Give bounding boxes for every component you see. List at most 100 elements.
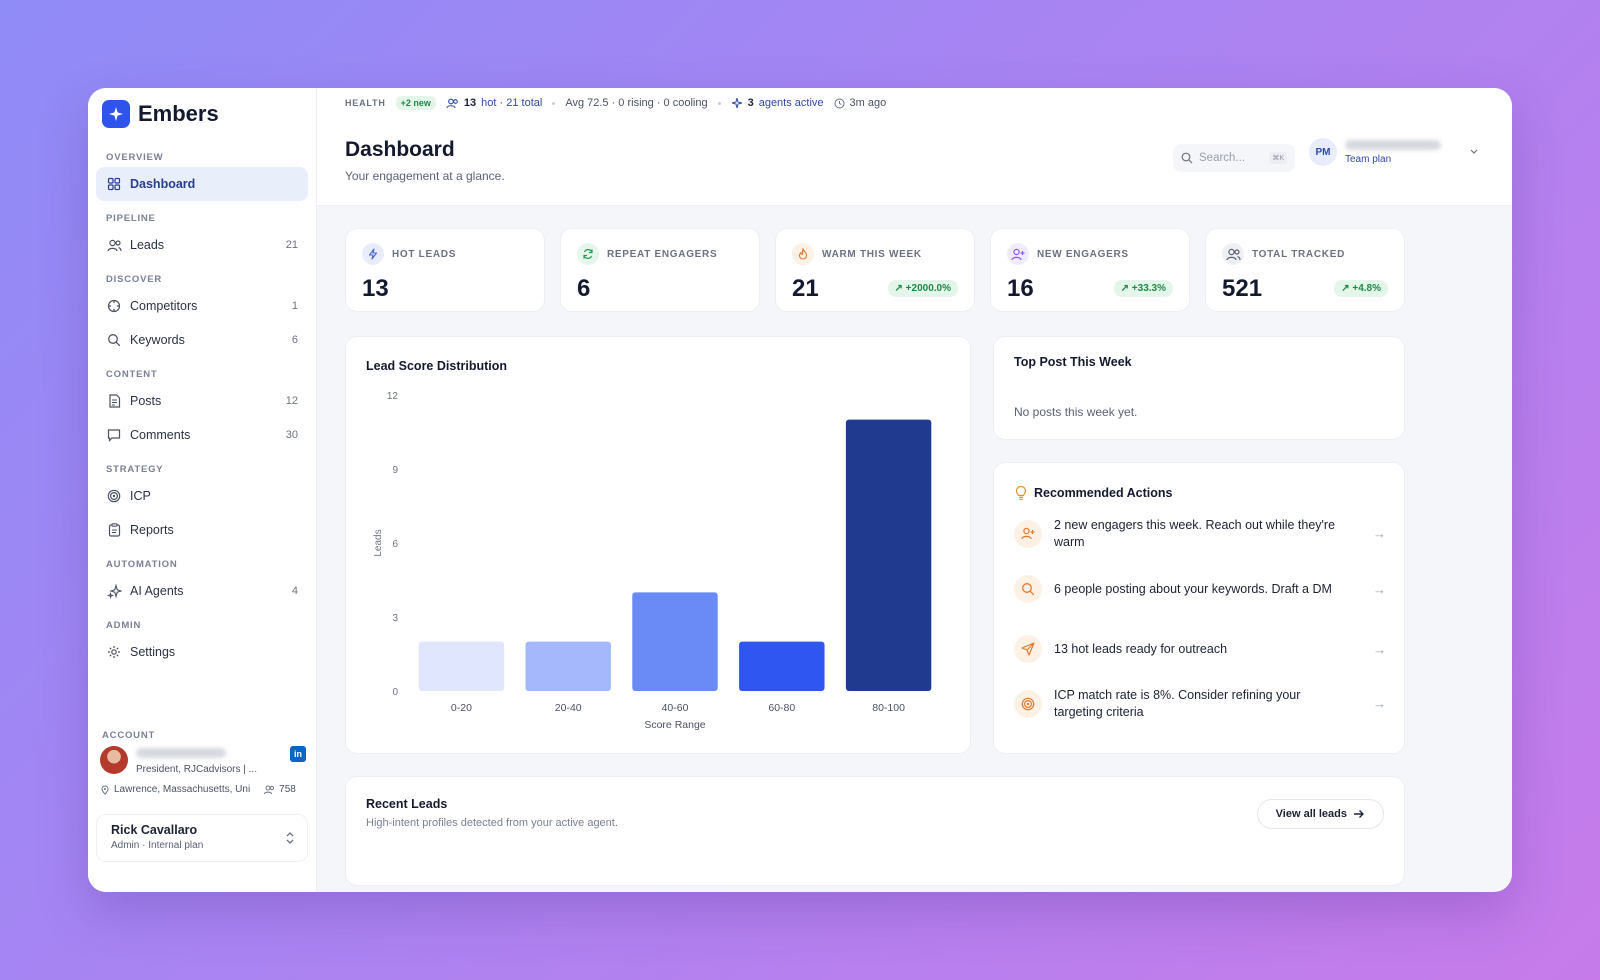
brand-name: Embers: [138, 101, 219, 126]
action-text: 2 new engagers this week. Reach out whil…: [1054, 518, 1336, 549]
y-axis-label: Leads: [373, 529, 384, 556]
sparkles-icon: [731, 97, 742, 109]
users-icon: [446, 98, 458, 108]
chevron-up-down-icon: [286, 832, 294, 844]
top-post-title: Top Post This Week: [1014, 355, 1132, 369]
last-updated: 3m ago: [834, 97, 887, 109]
x-axis-label: Score Range: [644, 719, 705, 731]
search-icon: [1014, 575, 1042, 603]
sidebar-item-keywords[interactable]: Keywords 6: [96, 323, 308, 357]
sidebar-item-label: Reports: [130, 523, 174, 537]
bar-0-20[interactable]: [418, 641, 505, 691]
bar-20-40[interactable]: [525, 641, 611, 691]
sidebar-item-ai-agents[interactable]: AI Agents 4: [96, 574, 308, 608]
page-header: Dashboard Your engagement at a glance. S…: [317, 118, 1512, 206]
profile-title: President, RJCadvisors | ...: [136, 764, 257, 775]
section-label-automation: AUTOMATION: [106, 559, 178, 570]
sidebar-item-count: 4: [291, 585, 298, 597]
chevron-down-icon: [1470, 149, 1478, 154]
user-menu[interactable]: PM Team plan: [1309, 138, 1479, 166]
bar-40-60[interactable]: [632, 592, 718, 691]
view-all-label: View all leads: [1275, 808, 1347, 820]
users-icon: [264, 785, 275, 794]
sidebar-nav: OVERVIEW Dashboard PIPELINE Leads 21 DISCOVER…: [88, 152, 316, 669]
sidebar-item-competitors[interactable]: Competitors 1: [96, 289, 308, 323]
x-tick-label: 0-20: [451, 702, 472, 714]
page-title: Dashboard: [345, 138, 455, 161]
plan-label: Team plan: [1345, 153, 1392, 165]
lead-score-chart-card: Lead Score Distribution 0 3 6 9 12 Leads 0-20 2…: [345, 336, 971, 754]
lightbulb-icon: [1015, 485, 1027, 501]
stat-card-total-tracked[interactable]: TOTAL TRACKED 521 ↗ +4.8%: [1205, 228, 1405, 312]
sidebar-item-comments[interactable]: Comments 30: [96, 418, 308, 452]
sidebar-item-leads[interactable]: Leads 21: [96, 228, 308, 262]
bar-80-100[interactable]: [845, 419, 932, 691]
flame-icon: [792, 243, 814, 265]
search-input[interactable]: Search... ⌘K: [1173, 144, 1295, 172]
section-label-overview: OVERVIEW: [106, 152, 164, 163]
stat-value: 21: [792, 275, 819, 302]
grid-icon: [106, 176, 122, 192]
section-label-admin: ADMIN: [106, 620, 142, 631]
sparkles-icon: [106, 583, 122, 599]
stat-card-hot-leads[interactable]: HOT LEADS 13: [345, 228, 545, 312]
avatar: [100, 746, 128, 774]
sidebar-item-label: Settings: [130, 645, 176, 659]
target-icon: [1014, 689, 1042, 718]
recommended-action-item[interactable]: 13 hot leads ready for outreach →: [1014, 635, 1386, 663]
agents-count: 3: [747, 97, 754, 109]
stat-label: REPEAT ENGAGERS: [607, 248, 718, 260]
app-window: Embers OVERVIEW Dashboard PIPELINE Leads 21 D…: [88, 88, 1512, 892]
recommended-action-item[interactable]: ICP match rate is 8%. Consider refining …: [1014, 687, 1386, 721]
sparkle-logo-icon: [102, 100, 130, 128]
sidebar-item-posts[interactable]: Posts 12: [96, 384, 308, 418]
stat-card-new-engagers[interactable]: NEW ENGAGERS 16 ↗ +33.3%: [990, 228, 1190, 312]
sidebar-item-label: Leads: [130, 238, 165, 252]
arrow-right-icon: →: [1373, 641, 1386, 657]
stat-label: WARM THIS WEEK: [822, 248, 922, 260]
view-all-leads-button[interactable]: View all leads: [1256, 799, 1384, 829]
sidebar-item-label: Comments: [130, 428, 191, 442]
user-switcher[interactable]: Rick Cavallaro Admin · Internal plan: [96, 814, 308, 862]
x-tick-label: 20-40: [555, 702, 582, 714]
recommended-action-item[interactable]: 2 new engagers this week. Reach out whil…: [1014, 517, 1386, 551]
comment-icon: [106, 427, 122, 443]
stat-card-warm-this-week[interactable]: WARM THIS WEEK 21 ↗ +2000.0%: [775, 228, 975, 312]
user-plus-icon: [1007, 243, 1029, 265]
hot-leads-summary[interactable]: 13 hot · 21 total: [446, 97, 542, 109]
y-tick-label: 9: [392, 465, 398, 476]
stats-row: HOT LEADS 13 REPEAT ENGAGERS 6 WARM THIS WEE…: [345, 228, 1407, 312]
recent-leads-subtitle: High-intent profiles detected from your …: [366, 817, 618, 829]
chart-title: Lead Score Distribution: [366, 359, 507, 373]
bolt-icon: [362, 243, 384, 265]
sidebar-item-label: Posts: [130, 394, 162, 408]
y-tick-label: 0: [392, 687, 398, 698]
recent-leads-card: Recent Leads High-intent profiles detect…: [345, 776, 1405, 886]
sidebar-item-settings[interactable]: Settings: [96, 635, 308, 669]
sidebar-item-count: 6: [291, 334, 298, 346]
bar-60-80[interactable]: [739, 641, 825, 691]
recommended-actions-title: Recommended Actions: [1034, 486, 1173, 500]
sidebar-item-dashboard[interactable]: Dashboard: [96, 167, 308, 201]
stat-delta-badge: ↗ +33.3%: [1113, 280, 1173, 297]
hot-total-text: hot · 21 total: [481, 97, 543, 109]
y-tick-label: 6: [392, 539, 398, 550]
sidebar-item-reports[interactable]: Reports: [96, 513, 308, 547]
action-text: 6 people posting about your keywords. Dr…: [1054, 581, 1332, 596]
search-shortcut: ⌘K: [1269, 152, 1287, 164]
brand[interactable]: Embers: [88, 88, 316, 140]
stat-card-repeat-engagers[interactable]: REPEAT ENGAGERS 6: [560, 228, 760, 312]
recent-leads-title: Recent Leads: [366, 797, 448, 811]
linkedin-icon[interactable]: in: [290, 746, 306, 762]
section-label-pipeline: PIPELINE: [106, 213, 156, 224]
agents-summary[interactable]: 3 agents active: [731, 97, 824, 109]
updated-text: 3m ago: [849, 97, 887, 109]
main-content: HEALTH +2 new 13 hot · 21 total Avg 72.5…: [317, 88, 1512, 892]
sidebar-item-icp[interactable]: ICP: [96, 479, 308, 513]
recommended-action-item[interactable]: 6 people posting about your keywords. Dr…: [1014, 575, 1386, 603]
document-icon: [106, 393, 122, 409]
y-tick-label: 12: [387, 391, 399, 402]
action-text: 13 hot leads ready for outreach: [1054, 641, 1228, 656]
sidebar-item-label: Keywords: [130, 333, 185, 347]
user-role: Admin · Internal plan: [111, 840, 204, 851]
